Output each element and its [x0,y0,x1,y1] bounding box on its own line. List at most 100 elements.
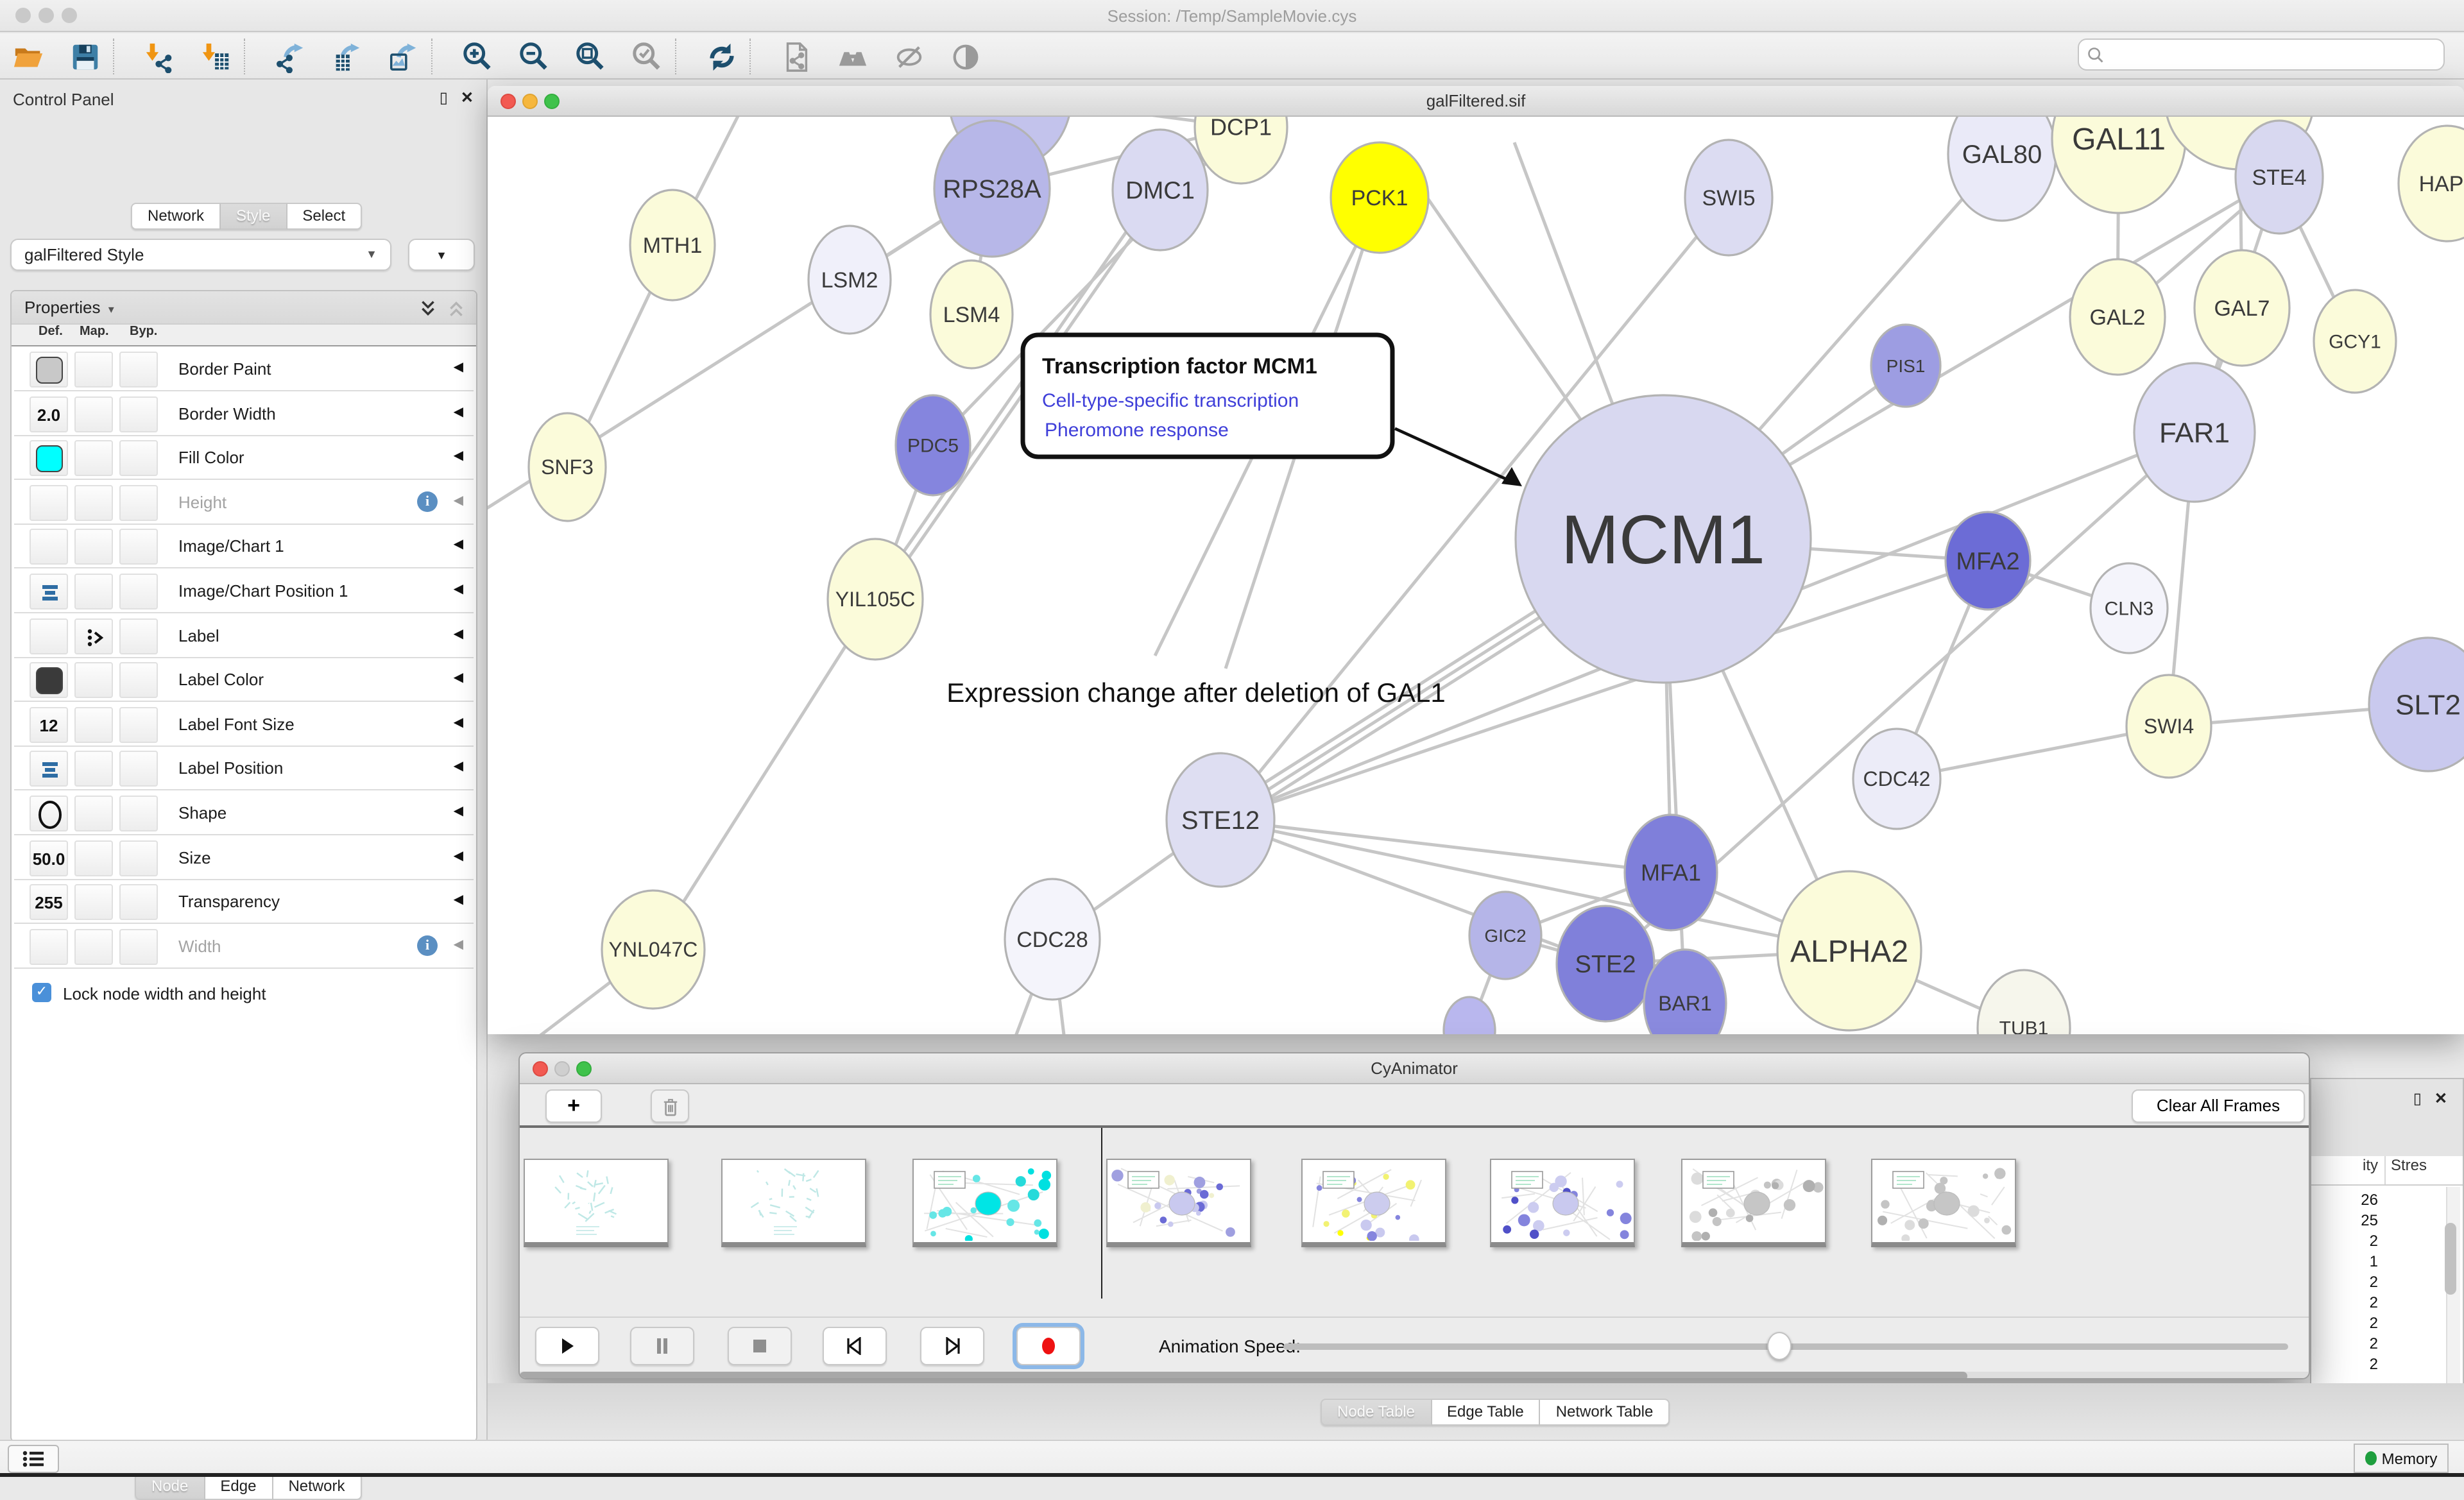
network-node-YIL105C[interactable]: YIL105C [828,539,923,660]
expand-property-icon[interactable]: ◀ [454,494,463,508]
network-node-SNF3[interactable]: SNF3 [529,413,606,521]
property-row-image-chart-position-1[interactable]: Image/Chart Position 1◀ [14,570,474,613]
default-cell[interactable] [30,352,68,388]
tab-edge[interactable]: Edge [205,1473,273,1500]
expand-property-icon[interactable]: ◀ [454,627,463,641]
properties-header[interactable]: Properties ▾ [12,291,476,325]
bypass-cell[interactable] [119,574,158,609]
network-node-PCK1[interactable]: PCK1 [1331,142,1428,253]
bypass-cell[interactable] [119,618,158,654]
frame-thumbnail-4[interactable] [1106,1159,1251,1247]
expand-property-icon[interactable]: ◀ [454,361,463,375]
skip-to-start-button[interactable] [823,1327,887,1365]
expand-property-icon[interactable]: ◀ [454,893,463,907]
tab-select[interactable]: Select [287,203,362,230]
mapping-cell[interactable] [74,396,113,432]
network-node-STE12[interactable]: STE12 [1167,753,1274,887]
network-node-MCM1[interactable]: MCM1 [1516,395,1811,683]
mapping-cell[interactable] [74,662,113,698]
frame-thumbnail-8[interactable] [1871,1159,2016,1247]
zoom-in-button[interactable] [457,37,498,76]
info-icon[interactable]: i [417,491,438,512]
collapse-all-icon[interactable] [447,299,466,318]
property-row-label[interactable]: Label◀ [14,614,474,658]
expand-property-icon[interactable]: ◀ [454,805,463,819]
mapping-cell[interactable] [74,352,113,388]
float-results-icon[interactable]: ▯ [2413,1089,2422,1107]
bypass-cell[interactable] [119,396,158,432]
default-cell[interactable]: 255 [30,884,68,920]
show-graphics-details-button[interactable] [945,37,986,76]
mapping-cell[interactable] [74,840,113,876]
expand-property-icon[interactable]: ◀ [454,405,463,419]
network-node-GAL7[interactable]: GAL7 [2194,250,2289,366]
network-node-MTH1[interactable]: MTH1 [630,190,715,300]
current-style-dropdown[interactable]: galFiltered Style ▼ [10,239,391,271]
expand-property-icon[interactable]: ◀ [454,716,463,730]
memory-button[interactable]: Memory [2354,1444,2449,1473]
frame-thumbnail-5[interactable] [1301,1159,1446,1247]
stop-button[interactable] [728,1327,792,1365]
animation-speed-handle[interactable] [1767,1332,1792,1360]
frame-thumbnail-2[interactable] [721,1159,866,1247]
network-node-GAL80[interactable]: GAL80 [1948,117,2056,221]
expand-property-icon[interactable]: ◀ [454,938,463,952]
close-results-icon[interactable]: ✕ [2434,1089,2447,1107]
bypass-cell[interactable] [119,840,158,876]
frame-thumbnail-6[interactable] [1490,1159,1635,1247]
bypass-cell[interactable] [119,751,158,787]
network-node-CDC42[interactable]: CDC42 [1853,729,1940,829]
zoom-selected-button[interactable] [626,37,667,76]
default-cell[interactable]: 50.0 [30,840,68,876]
bypass-cell[interactable] [119,796,158,831]
network-node-DMC1[interactable]: DMC1 [1113,130,1208,250]
info-icon[interactable]: i [417,935,438,956]
save-session-button[interactable] [64,37,105,76]
mapping-cell[interactable] [74,618,113,654]
export-table-button[interactable] [326,37,367,76]
default-cell[interactable] [30,574,68,609]
add-frame-button[interactable]: + [545,1089,602,1123]
column-header-stress[interactable]: Stres [2391,1156,2452,1184]
default-cell[interactable] [30,796,68,831]
mapping-cell[interactable] [74,929,113,965]
float-panel-icon[interactable]: ▯ [440,89,448,107]
network-canvas[interactable]: RPS28A DMC1 DCP1 MTH1 LSM2 LSM4 PCK1 SWI… [488,117,2464,1034]
default-cell[interactable] [30,751,68,787]
frame-thumbnail-1[interactable] [524,1159,669,1247]
bypass-cell[interactable] [119,884,158,920]
cyanimator-titlebar[interactable]: CyAnimator [520,1053,2309,1084]
network-node-SWI5[interactable]: SWI5 [1685,140,1772,255]
network-node-MFA1[interactable]: MFA1 [1625,815,1717,930]
hide-graphics-details-button[interactable] [888,37,929,76]
tab-style[interactable]: Style [221,203,287,230]
tab-network[interactable]: Network [131,203,221,230]
bypass-cell[interactable] [119,707,158,743]
expand-property-icon[interactable]: ◀ [454,583,463,597]
property-row-image-chart-1[interactable]: Image/Chart 1◀ [14,525,474,569]
network-node-PDC5[interactable]: PDC5 [896,395,970,495]
property-row-fill-color[interactable]: Fill Color◀ [14,436,474,480]
mapping-cell[interactable] [74,884,113,920]
open-session-button[interactable] [8,37,49,76]
skip-to-end-button[interactable] [920,1327,984,1365]
frame-thumbnail-3[interactable] [912,1159,1057,1247]
expand-property-icon[interactable]: ◀ [454,671,463,685]
results-scrollbar[interactable] [2446,1187,2460,1405]
network-node-CDC28[interactable]: CDC28 [1005,879,1100,1000]
column-header-centrality[interactable]: ity [2314,1156,2378,1184]
import-network-button[interactable] [139,37,180,76]
network-node-STE2[interactable]: STE2 [1557,906,1654,1021]
mapping-cell[interactable] [74,574,113,609]
default-cell[interactable]: 12 [30,707,68,743]
default-cell[interactable] [30,440,68,476]
timeline-playhead[interactable] [1101,1128,1102,1299]
pause-button[interactable] [630,1327,694,1365]
tab-node-table[interactable]: Node Table [1321,1399,1432,1426]
zoom-out-button[interactable] [513,37,554,76]
property-row-label-color[interactable]: Label Color◀ [14,658,474,702]
